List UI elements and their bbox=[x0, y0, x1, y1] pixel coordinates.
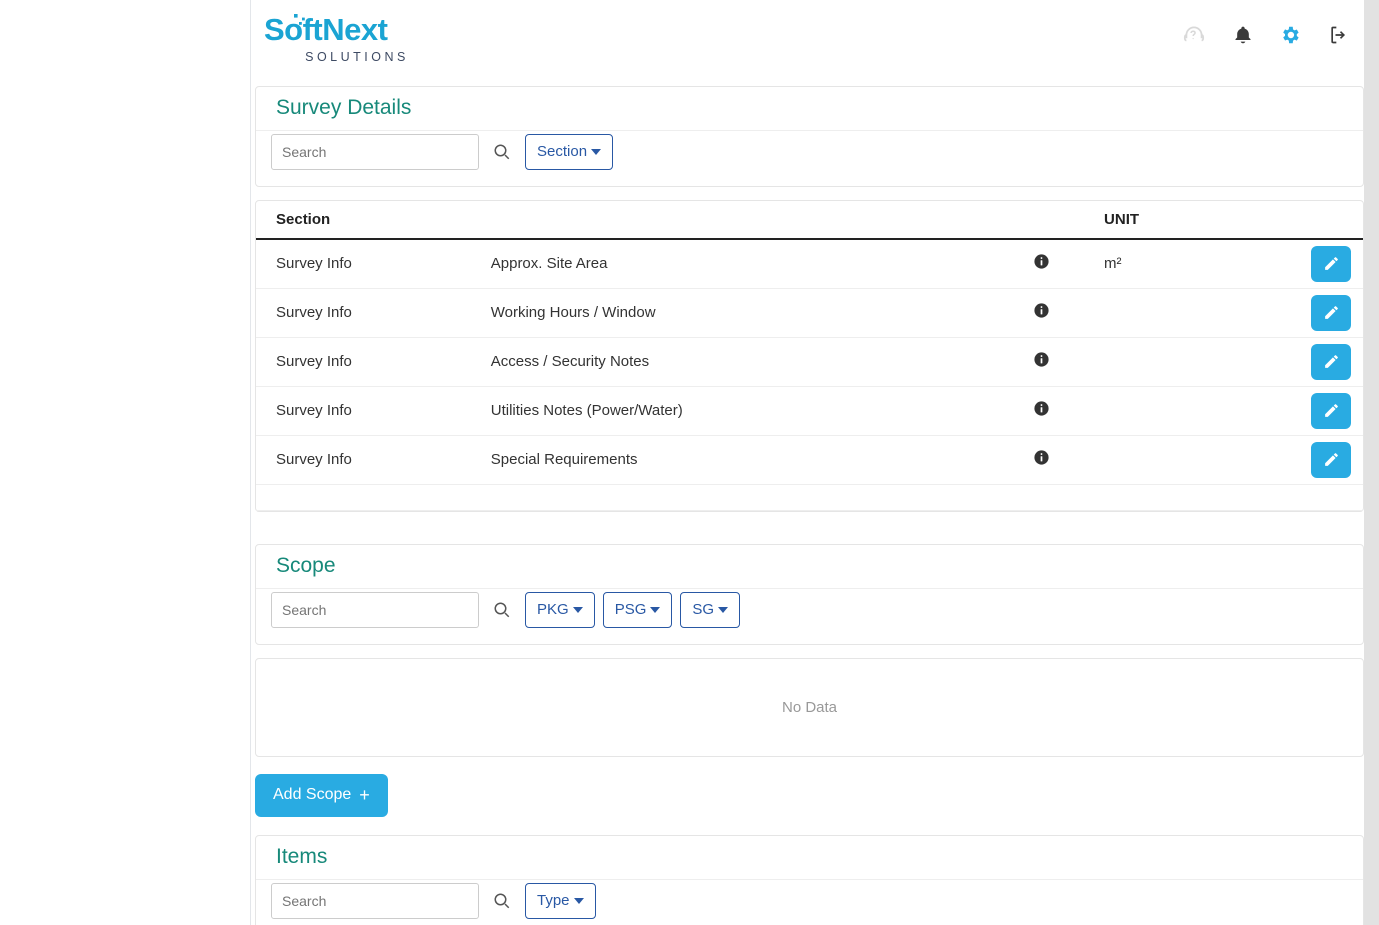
svg-text:SoftNext: SoftNext bbox=[264, 14, 388, 46]
